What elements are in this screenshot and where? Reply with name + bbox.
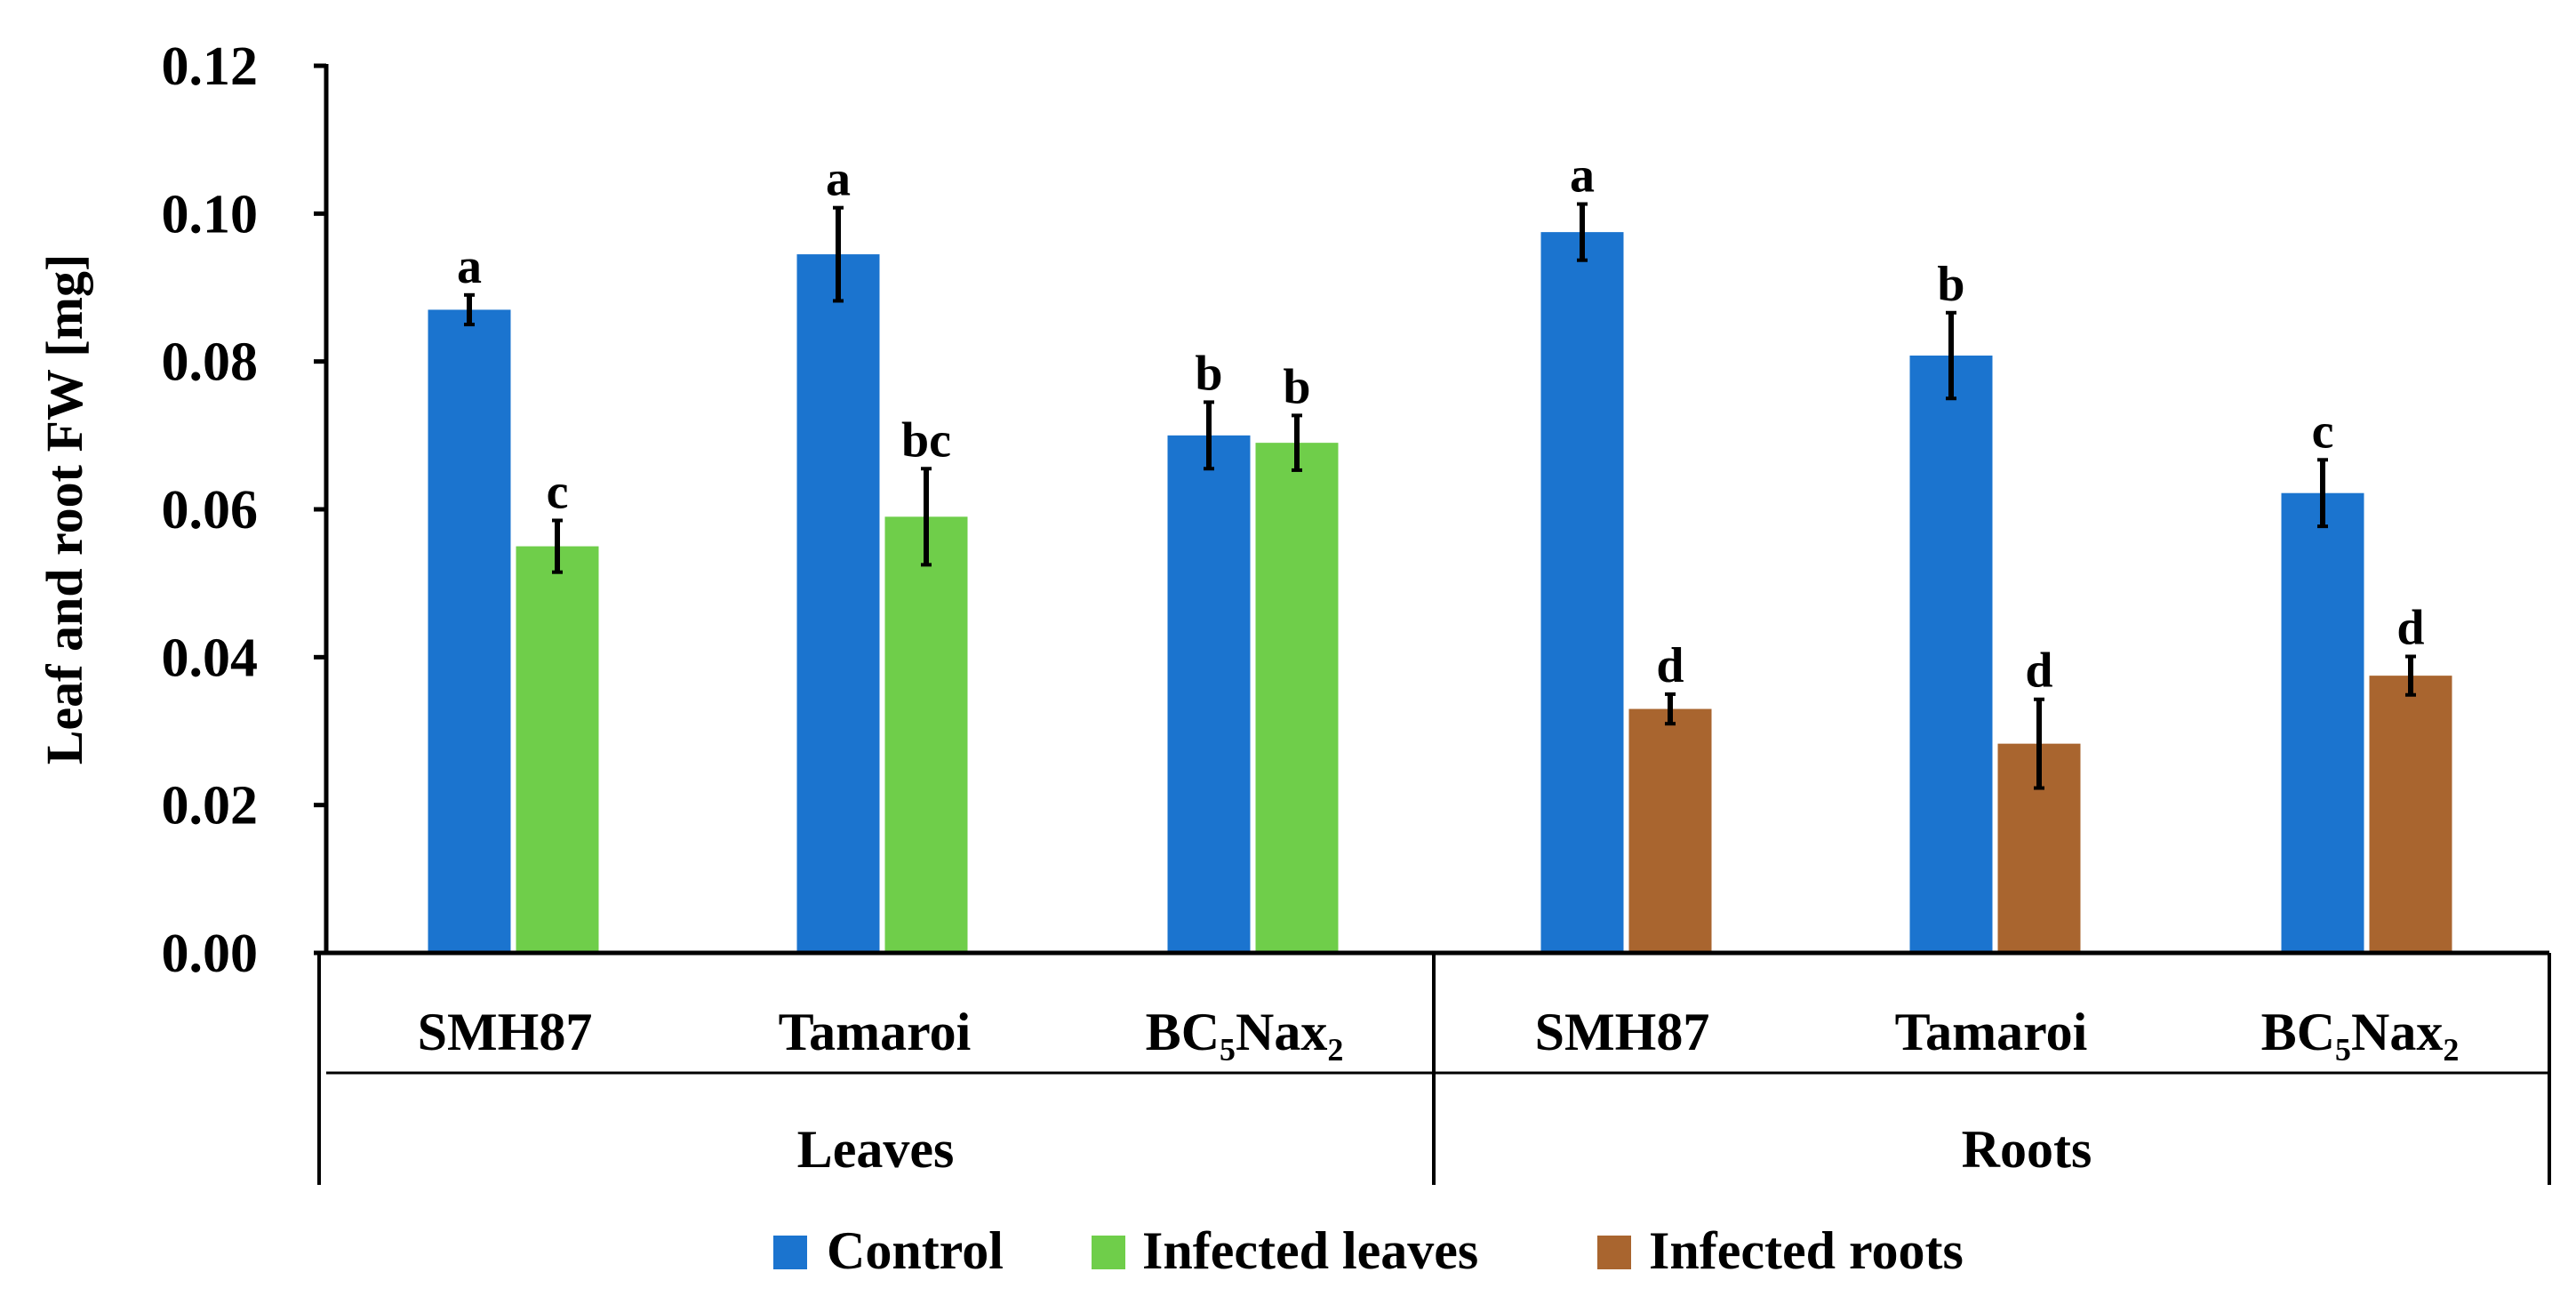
bar bbox=[1540, 232, 1624, 953]
legend-label: Infected leaves bbox=[1142, 1221, 1478, 1280]
bar bbox=[1255, 443, 1339, 953]
bar bbox=[1167, 435, 1251, 953]
category-label: SMH87 bbox=[1535, 1003, 1710, 1061]
y-axis-title: Leaf and root FW [mg] bbox=[36, 254, 93, 765]
legend-swatch bbox=[1597, 1236, 1631, 1269]
bar bbox=[884, 516, 968, 953]
significance-letter: c bbox=[547, 464, 569, 519]
legend-label: Infected roots bbox=[1649, 1221, 1964, 1280]
bar bbox=[2281, 492, 2364, 953]
significance-letter: b bbox=[1195, 346, 1222, 401]
bar bbox=[1909, 356, 1993, 954]
y-tick-label: 0.02 bbox=[162, 776, 259, 836]
group-label: Leaves bbox=[797, 1120, 955, 1179]
category-label: BC₅Nax₂ bbox=[2261, 1003, 2460, 1061]
significance-letter: c bbox=[2312, 404, 2334, 459]
bar bbox=[796, 254, 880, 953]
significance-letter: d bbox=[2396, 601, 2424, 656]
y-tick-label: 0.08 bbox=[162, 332, 259, 393]
bar bbox=[1628, 708, 1712, 953]
legend-swatch bbox=[773, 1236, 807, 1269]
y-tick-label: 0.04 bbox=[162, 628, 259, 688]
significance-letter: bc bbox=[901, 412, 951, 468]
category-label: Tamaroi bbox=[779, 1003, 972, 1061]
y-tick-label: 0.10 bbox=[162, 184, 259, 244]
significance-letter: b bbox=[1937, 257, 1964, 312]
bar bbox=[516, 546, 599, 953]
legend-swatch bbox=[1092, 1236, 1125, 1269]
category-label: BC₅Nax₂ bbox=[1146, 1003, 1344, 1061]
significance-letter: a bbox=[1570, 148, 1595, 204]
category-label: Tamaroi bbox=[1895, 1003, 2088, 1061]
legend-label: Control bbox=[827, 1221, 1004, 1280]
significance-letter: d bbox=[2025, 644, 2052, 699]
group-label: Roots bbox=[1962, 1120, 2092, 1179]
y-tick-label: 0.06 bbox=[162, 480, 259, 540]
significance-letter: a bbox=[826, 152, 851, 207]
significance-letter: a bbox=[457, 239, 482, 294]
bar bbox=[2369, 676, 2452, 953]
y-tick-label: 0.12 bbox=[162, 36, 259, 97]
significance-letter: d bbox=[1656, 638, 1684, 693]
bar bbox=[428, 309, 511, 953]
category-label: SMH87 bbox=[418, 1003, 593, 1061]
significance-letter: b bbox=[1283, 359, 1310, 414]
y-tick-label: 0.00 bbox=[162, 924, 259, 984]
